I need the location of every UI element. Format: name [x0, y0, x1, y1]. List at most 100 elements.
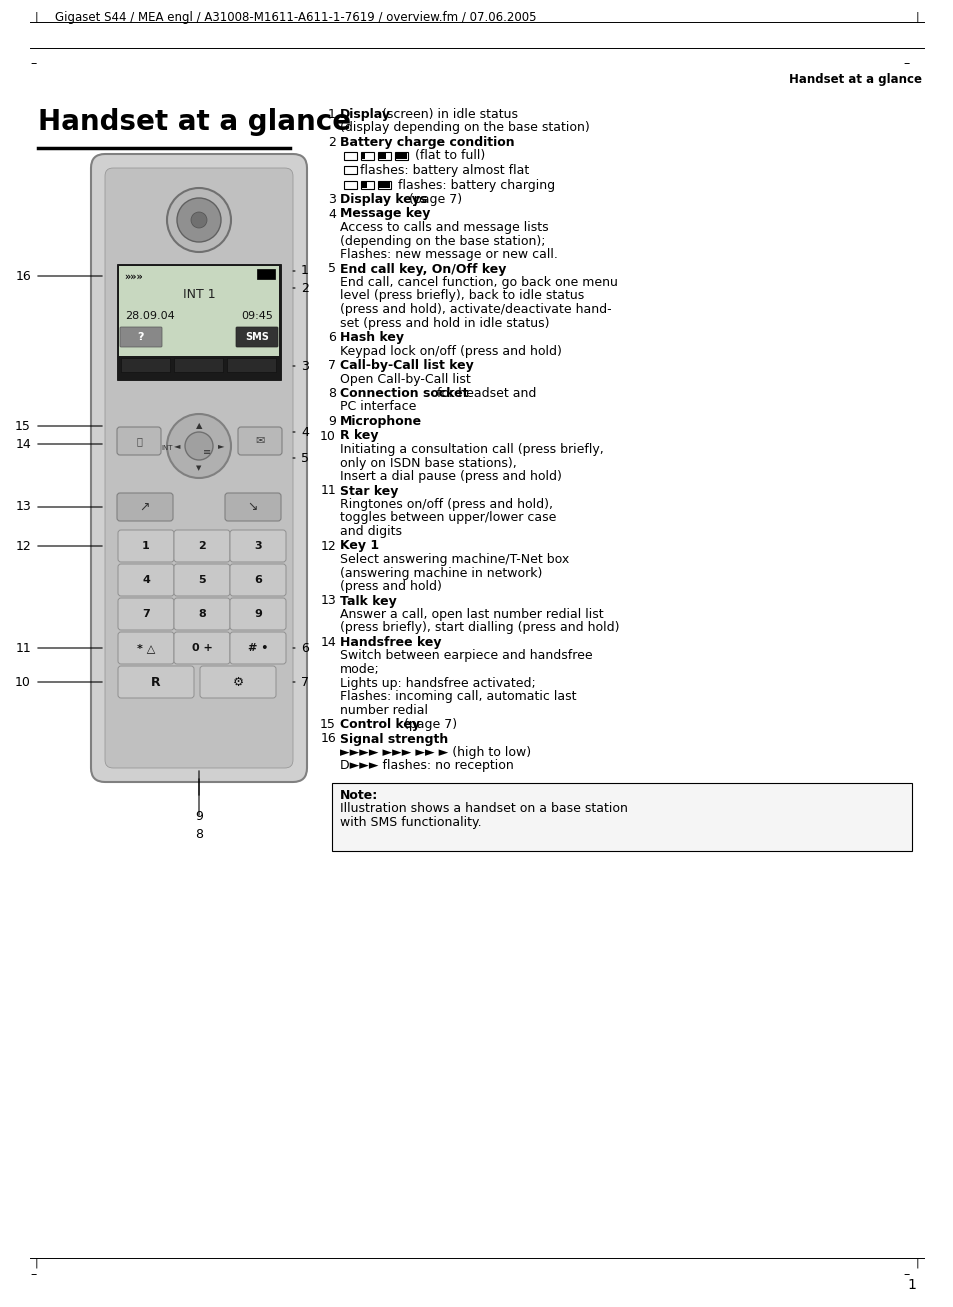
Text: 11: 11 — [320, 485, 335, 498]
Text: Signal strength: Signal strength — [339, 732, 448, 745]
Text: 6: 6 — [253, 575, 262, 586]
Text: Access to calls and message lists: Access to calls and message lists — [339, 221, 548, 234]
Text: Keypad lock on/off (press and hold): Keypad lock on/off (press and hold) — [339, 345, 561, 358]
Text: 15: 15 — [15, 420, 30, 433]
Text: 12: 12 — [15, 540, 30, 553]
Text: (answering machine in network): (answering machine in network) — [339, 566, 542, 579]
Bar — [332, 783, 911, 851]
Text: ▲: ▲ — [195, 421, 202, 430]
Text: ↗: ↗ — [139, 501, 150, 514]
Bar — [377, 152, 391, 159]
FancyBboxPatch shape — [118, 633, 173, 664]
Text: 15: 15 — [320, 718, 335, 731]
FancyBboxPatch shape — [118, 531, 173, 562]
Text: 13: 13 — [15, 501, 30, 514]
Text: 11: 11 — [15, 642, 30, 655]
Text: –: – — [902, 58, 909, 71]
Text: for headset and: for headset and — [433, 387, 536, 400]
Text: D►►► flashes: no reception: D►►► flashes: no reception — [339, 759, 514, 772]
Text: –: – — [30, 58, 36, 71]
Bar — [173, 358, 223, 372]
Text: 5: 5 — [301, 451, 309, 464]
Text: –: – — [902, 1268, 909, 1281]
Bar — [378, 153, 386, 158]
Text: Select answering machine/T-Net box: Select answering machine/T-Net box — [339, 553, 569, 566]
Text: Display: Display — [339, 108, 391, 122]
Text: 16: 16 — [320, 732, 335, 745]
Text: ⚙: ⚙ — [233, 676, 243, 689]
Text: |: | — [35, 1259, 38, 1269]
FancyBboxPatch shape — [118, 599, 173, 630]
Text: INT: INT — [161, 444, 172, 451]
Bar — [344, 166, 356, 174]
Text: 14: 14 — [320, 637, 335, 650]
Text: 3: 3 — [328, 193, 335, 207]
Text: (press briefly), start dialling (press and hold): (press briefly), start dialling (press a… — [339, 622, 618, 634]
Bar — [344, 180, 356, 188]
Text: Hash key: Hash key — [339, 331, 403, 344]
Text: Key 1: Key 1 — [339, 540, 378, 553]
Text: R: R — [151, 676, 161, 689]
Text: (page 7): (page 7) — [405, 193, 462, 207]
Text: Handset at a glance: Handset at a glance — [788, 73, 921, 86]
Text: Switch between earpiece and handsfree: Switch between earpiece and handsfree — [339, 650, 592, 663]
Text: 7: 7 — [142, 609, 150, 620]
Text: (page 7): (page 7) — [399, 718, 456, 731]
Bar — [395, 153, 407, 158]
FancyBboxPatch shape — [200, 667, 275, 698]
FancyBboxPatch shape — [173, 599, 230, 630]
Text: toggles between upper/lower case: toggles between upper/lower case — [339, 511, 556, 524]
Text: 4: 4 — [328, 208, 335, 221]
Text: Control key: Control key — [339, 718, 419, 731]
Text: # •: # • — [248, 643, 268, 654]
Text: 9: 9 — [194, 810, 203, 823]
Text: 2: 2 — [198, 541, 206, 552]
Text: (depending on the base station);: (depending on the base station); — [339, 234, 545, 247]
Text: 16: 16 — [15, 269, 30, 282]
Circle shape — [167, 188, 231, 252]
Text: Illustration shows a handset on a base station: Illustration shows a handset on a base s… — [339, 802, 627, 816]
Text: (display depending on the base station): (display depending on the base station) — [339, 122, 589, 135]
Text: Gigaset S44 / MEA engl / A31008-M1611-A611-1-7619 / overview.fm / 07.06.2005: Gigaset S44 / MEA engl / A31008-M1611-A6… — [55, 10, 536, 24]
Bar — [117, 264, 281, 380]
Text: INT 1: INT 1 — [182, 288, 215, 301]
Text: Microphone: Microphone — [339, 416, 421, 427]
Text: (press and hold): (press and hold) — [339, 580, 441, 593]
Text: only on ISDN base stations),: only on ISDN base stations), — [339, 456, 517, 469]
Text: |: | — [915, 12, 918, 22]
Text: 0 +: 0 + — [192, 643, 213, 654]
Bar — [395, 152, 408, 159]
FancyBboxPatch shape — [173, 531, 230, 562]
FancyBboxPatch shape — [235, 327, 277, 346]
Text: Connection socket: Connection socket — [339, 387, 468, 400]
FancyBboxPatch shape — [117, 493, 172, 521]
Text: 6: 6 — [301, 642, 309, 655]
Text: ≡: ≡ — [203, 447, 211, 457]
Text: number redial: number redial — [339, 703, 428, 716]
Text: 3: 3 — [301, 359, 309, 372]
Text: 7: 7 — [328, 359, 335, 372]
Text: 2: 2 — [301, 281, 309, 294]
Bar — [344, 152, 356, 159]
FancyBboxPatch shape — [225, 493, 281, 521]
Text: flashes: battery almost flat: flashes: battery almost flat — [359, 163, 529, 176]
Text: –: – — [30, 1268, 36, 1281]
Text: 10: 10 — [15, 676, 30, 689]
FancyBboxPatch shape — [230, 599, 286, 630]
Text: and digits: and digits — [339, 525, 401, 538]
Text: 2: 2 — [328, 136, 335, 149]
Text: level (press briefly), back to idle status: level (press briefly), back to idle stat… — [339, 289, 583, 302]
Text: Star key: Star key — [339, 485, 398, 498]
Text: with SMS functionality.: with SMS functionality. — [339, 816, 481, 829]
Text: 10: 10 — [320, 430, 335, 443]
Text: ⛔: ⛔ — [136, 437, 142, 446]
Text: PC interface: PC interface — [339, 400, 416, 413]
Text: 1: 1 — [142, 541, 150, 552]
Text: Initiating a consultation call (press briefly,: Initiating a consultation call (press br… — [339, 443, 603, 456]
Bar — [360, 152, 374, 159]
Text: 14: 14 — [15, 438, 30, 451]
Text: Handsfree key: Handsfree key — [339, 637, 441, 650]
FancyBboxPatch shape — [230, 531, 286, 562]
Text: |: | — [35, 12, 38, 22]
Text: Lights up: handsfree activated;: Lights up: handsfree activated; — [339, 677, 536, 690]
